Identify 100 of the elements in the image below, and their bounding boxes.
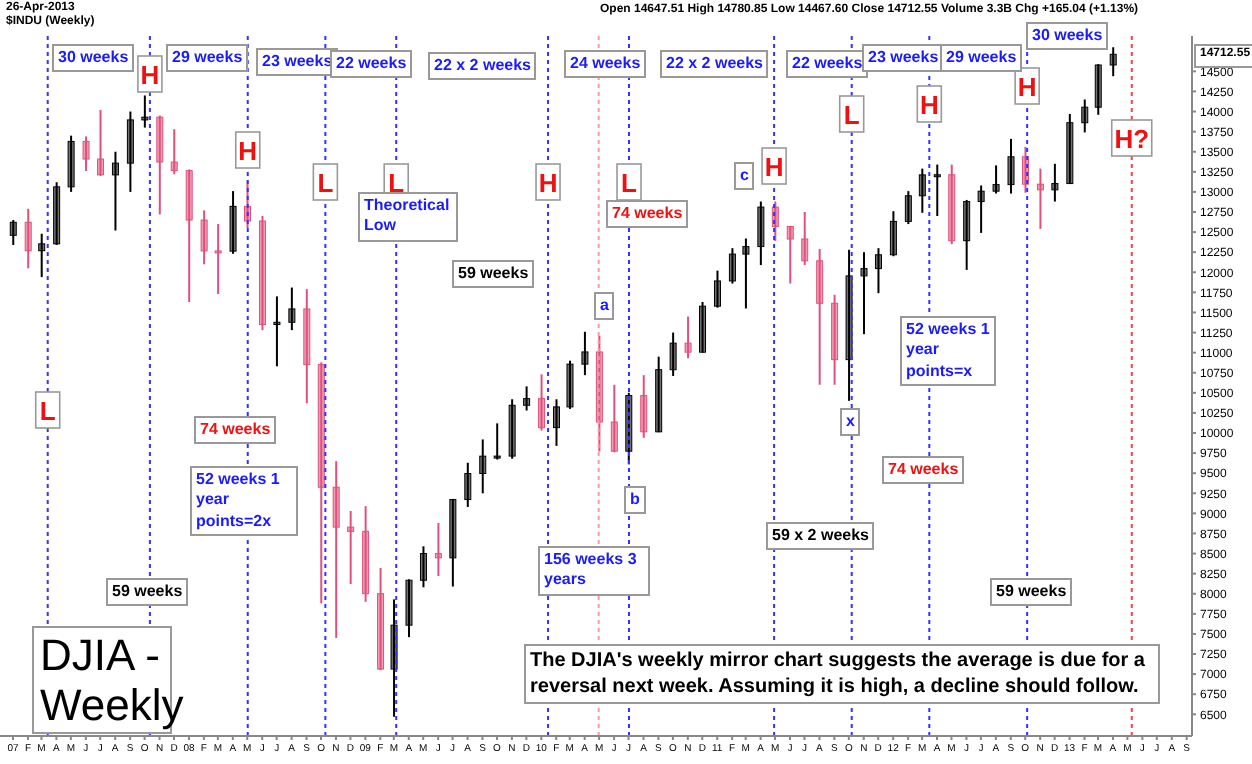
candlestick <box>538 373 546 432</box>
candlestick <box>669 331 677 377</box>
annotation: x <box>840 408 861 437</box>
candlestick <box>918 167 926 214</box>
candlestick <box>831 293 839 386</box>
ref-line-label: H <box>764 152 784 182</box>
candlestick <box>156 114 164 216</box>
candlestick <box>464 461 472 508</box>
annotation: 23 weeks <box>862 44 945 73</box>
ref-line-label: H <box>140 60 160 90</box>
candlestick <box>332 460 340 639</box>
candlestick <box>229 190 237 255</box>
ref-line-label: H <box>1017 72 1037 102</box>
annotation: 30 weeks <box>52 44 135 73</box>
candlestick <box>845 248 853 402</box>
candlestick <box>1051 162 1059 203</box>
candlestick <box>786 225 794 285</box>
annotation: 24 weeks <box>564 50 647 79</box>
annotation: The DJIA's weekly mirror chart suggests the average is due for a reversal next week. Assuming it is high, a decline should follow. <box>524 644 1160 704</box>
candlestick <box>273 295 281 368</box>
annotation: 52 weeks 1 year points=2x <box>190 466 298 537</box>
candlestick <box>1066 112 1074 185</box>
candlestick <box>141 94 149 129</box>
ref-line-label: L <box>843 100 860 130</box>
candlestick <box>97 108 105 177</box>
annotation: 59 weeks <box>106 578 189 607</box>
candlestick <box>200 209 208 266</box>
ref-line-label: L <box>388 168 405 198</box>
candlestick <box>1109 46 1117 78</box>
candlestick <box>757 200 765 267</box>
candlestick <box>948 163 956 246</box>
ref-line-label: L <box>39 396 56 426</box>
annotation: 156 weeks 3 years <box>538 546 650 596</box>
candlestick <box>317 361 325 605</box>
candlestick <box>288 286 296 332</box>
candlestick <box>860 251 868 336</box>
candlestick <box>640 374 648 439</box>
candlestick <box>713 269 721 309</box>
candlestick <box>963 198 971 271</box>
ref-line-label: H <box>238 136 258 166</box>
candlestick <box>933 163 941 218</box>
candlestick <box>303 288 311 405</box>
annotation: 23 weeks <box>256 48 339 77</box>
candlestick <box>610 383 618 454</box>
candlestick <box>434 522 442 578</box>
candlestick <box>1007 137 1015 195</box>
annotation: a <box>594 292 615 321</box>
candlestick <box>1036 167 1044 230</box>
candlestick <box>126 110 134 193</box>
candlestick <box>258 215 266 332</box>
annotation: 29 weeks <box>940 44 1023 73</box>
candlestick <box>889 210 897 258</box>
candlestick <box>479 438 487 495</box>
candlestick <box>405 578 413 639</box>
candlestick <box>185 168 193 304</box>
candlestick <box>874 247 882 295</box>
ref-line-label: H <box>538 168 558 198</box>
candlestick <box>728 247 736 285</box>
annotation: c <box>734 162 755 191</box>
candlestick <box>655 355 663 434</box>
annotation: 74 weeks <box>882 456 965 485</box>
annotation: 22 x 2 weeks <box>660 50 769 79</box>
candlestick <box>508 398 516 460</box>
annotation: 22 x 2 weeks <box>428 52 537 81</box>
candlestick <box>390 598 398 718</box>
annotation: 30 weeks <box>1026 22 1109 51</box>
candlestick <box>1094 63 1102 116</box>
candlestick <box>992 164 1000 195</box>
annotation: b <box>624 486 646 515</box>
annotation: 52 weeks 1 year points=x <box>900 316 996 387</box>
annotation: 29 weeks <box>166 44 249 73</box>
candlestick <box>816 247 824 386</box>
candlestick <box>170 128 178 176</box>
candlestick <box>9 219 17 246</box>
annotation: 59 weeks <box>990 578 1073 607</box>
candlestick <box>419 545 427 589</box>
candlestick <box>362 505 370 603</box>
candlestick <box>581 330 589 377</box>
annotation: 74 weeks <box>194 416 277 445</box>
candlestick <box>38 232 46 279</box>
annotation: 22 weeks <box>786 50 869 79</box>
ref-line-label: L <box>621 168 638 198</box>
ref-line-label: H? <box>1114 124 1150 154</box>
candlestick <box>904 190 912 226</box>
candlestick <box>67 134 75 193</box>
candlestick <box>684 315 692 360</box>
annotation: Theoretical Low <box>358 192 458 242</box>
annotation: 74 weeks <box>606 200 689 229</box>
annotation: 22 weeks <box>330 50 413 79</box>
candlestick <box>493 422 501 461</box>
candlestick <box>347 509 355 586</box>
candlestick <box>977 184 985 234</box>
candlestick <box>801 211 809 267</box>
candlestick <box>111 150 119 232</box>
text: DJIA - Weekly <box>38 628 184 734</box>
candlestick <box>449 497 457 588</box>
ref-line-label: H <box>919 90 939 120</box>
candlestick <box>377 567 385 672</box>
candlestick <box>53 181 61 246</box>
candlestick <box>699 301 707 354</box>
